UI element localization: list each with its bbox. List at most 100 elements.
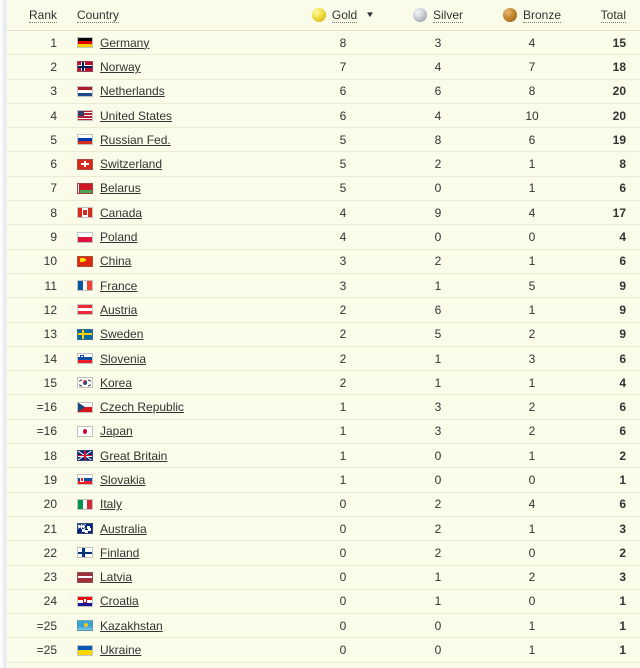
- country-link[interactable]: China: [100, 254, 132, 269]
- cell-bronze: 1: [485, 249, 579, 274]
- cell-gold-value: 3: [339, 278, 347, 293]
- chevron-down-icon[interactable]: ▼: [365, 10, 376, 19]
- cell-rank: 14: [0, 346, 63, 372]
- table-row[interactable]: 10 China 3 2 1 6: [0, 249, 640, 274]
- table-row[interactable]: 9 Poland 4 0 0 4: [0, 224, 640, 250]
- country-link[interactable]: Norway: [100, 59, 141, 74]
- country-link[interactable]: Russian Fed.: [100, 132, 171, 147]
- country-link[interactable]: Slovakia: [100, 472, 146, 487]
- table-row[interactable]: 6 Switzerland 5 2 1 8: [0, 151, 640, 177]
- country-link[interactable]: Switzerland: [100, 157, 163, 172]
- table-row[interactable]: =25 Kazakhstan 0 0 1 1: [0, 613, 640, 639]
- table-row[interactable]: 19 Slovakia 1 0 0 1: [0, 467, 640, 493]
- country-link[interactable]: Slovenia: [100, 351, 147, 366]
- country-link[interactable]: Sweden: [100, 327, 144, 342]
- flag-slovenia: [77, 353, 93, 364]
- country-link[interactable]: Czech Republic: [100, 400, 185, 415]
- country-link[interactable]: Kazakhstan: [100, 618, 163, 633]
- cell-rank-value: 21: [43, 521, 57, 536]
- country-link[interactable]: Croatia: [100, 594, 139, 609]
- cell-total: 2: [579, 443, 640, 469]
- cell-gold: 3: [295, 249, 391, 274]
- cell-total-value: 15: [612, 35, 626, 50]
- country-link[interactable]: Latvia: [100, 570, 133, 585]
- country-link[interactable]: France: [100, 278, 138, 293]
- table-row[interactable]: 18 Great Britain 1 0 1 2: [0, 443, 640, 469]
- table-row[interactable]: 21 Australia 0 2 1 3: [0, 516, 640, 542]
- cell-silver: 3: [391, 419, 485, 445]
- table-row[interactable]: 11 France 3 1 5 9: [0, 273, 640, 299]
- table-row[interactable]: 12 Austria 2 6 1 9: [0, 297, 640, 323]
- table-row[interactable]: 3 Netherlands 6 6 8 20: [0, 79, 640, 104]
- table-row[interactable]: 22 Finland 0 2 0 2: [0, 540, 640, 566]
- cell-total: 20: [579, 79, 640, 104]
- cell-total: 9: [579, 273, 640, 299]
- cell-gold-value: 4: [339, 230, 347, 245]
- column-header-gold[interactable]: Gold ▼: [295, 0, 391, 31]
- column-header-gold-label[interactable]: Gold: [331, 7, 358, 23]
- table-row[interactable]: =16 Czech Republic 1 3 2 6: [0, 394, 640, 420]
- column-header-silver[interactable]: Silver: [391, 0, 485, 31]
- country-link[interactable]: Japan: [100, 424, 133, 439]
- country-link[interactable]: Canada: [100, 205, 143, 220]
- flag-finland: [77, 547, 93, 559]
- country-link[interactable]: United States: [100, 108, 173, 123]
- country-link[interactable]: Australia: [100, 521, 147, 536]
- table-row[interactable]: =25 Ukraine 0 0 1 1: [0, 637, 640, 663]
- country-link[interactable]: Italy: [100, 497, 123, 512]
- country-link[interactable]: Germany: [100, 35, 150, 50]
- flag-belarus: [77, 182, 93, 194]
- cell-gold-value: 0: [339, 594, 347, 609]
- table-body: 1 Germany 8 3 4 15 2 Norway 7 4 7 18 3 Netherlands 6 6 8…: [0, 30, 640, 663]
- cell-total-value: 2: [619, 545, 626, 560]
- cell-silver: 2: [391, 249, 485, 274]
- gold-medal-icon: [311, 8, 326, 22]
- column-header-silver-label[interactable]: Silver: [432, 7, 463, 23]
- table-row[interactable]: 20 Italy 0 2 4 6: [0, 492, 640, 517]
- column-header-bronze[interactable]: Bronze: [485, 0, 579, 31]
- cell-bronze: 0: [485, 589, 579, 615]
- cell-country: Austria: [63, 297, 295, 323]
- cell-gold-value: 1: [339, 400, 347, 415]
- table-row[interactable]: 15 Korea 2 1 1 4: [0, 370, 640, 396]
- column-header-total-label[interactable]: Total: [600, 7, 626, 23]
- country-link[interactable]: Belarus: [100, 181, 141, 196]
- cell-bronze-value: 2: [528, 570, 536, 585]
- table-row[interactable]: 4 United States 6 4 10 20: [0, 103, 640, 129]
- column-header-bronze-label[interactable]: Bronze: [522, 7, 562, 23]
- column-header-country[interactable]: Country: [63, 0, 295, 31]
- country-link[interactable]: Poland: [100, 230, 138, 245]
- table-row[interactable]: 1 Germany 8 3 4 15: [0, 30, 640, 56]
- cell-country: Belarus: [63, 176, 295, 202]
- cell-total: 1: [579, 637, 640, 663]
- table-row[interactable]: 13 Sweden 2 5 2 9: [0, 322, 640, 347]
- cell-rank: 15: [0, 370, 63, 396]
- country-link[interactable]: Korea: [100, 375, 133, 390]
- column-header-country-label[interactable]: Country: [77, 7, 120, 23]
- cell-bronze: 7: [485, 54, 579, 80]
- country-link[interactable]: Netherlands: [100, 84, 165, 99]
- cell-total: 6: [579, 492, 640, 517]
- table-row[interactable]: 8 Canada 4 9 4 17: [0, 200, 640, 226]
- cell-total-value: 6: [619, 424, 626, 439]
- table-header: Rank Country Gold ▼: [0, 0, 640, 31]
- cell-bronze-value: 4: [528, 205, 536, 220]
- column-header-rank-label[interactable]: Rank: [28, 7, 57, 23]
- country-link[interactable]: Finland: [100, 545, 140, 560]
- table-row[interactable]: 24 Croatia 0 1 0 1: [0, 589, 640, 615]
- cell-country: China: [63, 249, 295, 274]
- table-row[interactable]: =16 Japan 1 3 2 6: [0, 419, 640, 445]
- table-row[interactable]: 7 Belarus 5 0 1 6: [0, 176, 640, 202]
- cell-bronze-value: 6: [528, 132, 536, 147]
- flag-ukraine: [77, 644, 93, 656]
- table-row[interactable]: 5 Russian Fed. 5 8 6 19: [0, 127, 640, 153]
- cell-gold: 3: [295, 273, 391, 299]
- table-row[interactable]: 2 Norway 7 4 7 18: [0, 54, 640, 80]
- country-link[interactable]: Great Britain: [100, 448, 168, 463]
- country-link[interactable]: Austria: [100, 302, 138, 317]
- column-header-total[interactable]: Total: [579, 0, 640, 31]
- country-link[interactable]: Ukraine: [100, 643, 142, 658]
- column-header-rank[interactable]: Rank: [0, 0, 63, 31]
- table-row[interactable]: 14 Slovenia 2 1 3 6: [0, 346, 640, 372]
- table-row[interactable]: 23 Latvia 0 1 2 3: [0, 565, 640, 590]
